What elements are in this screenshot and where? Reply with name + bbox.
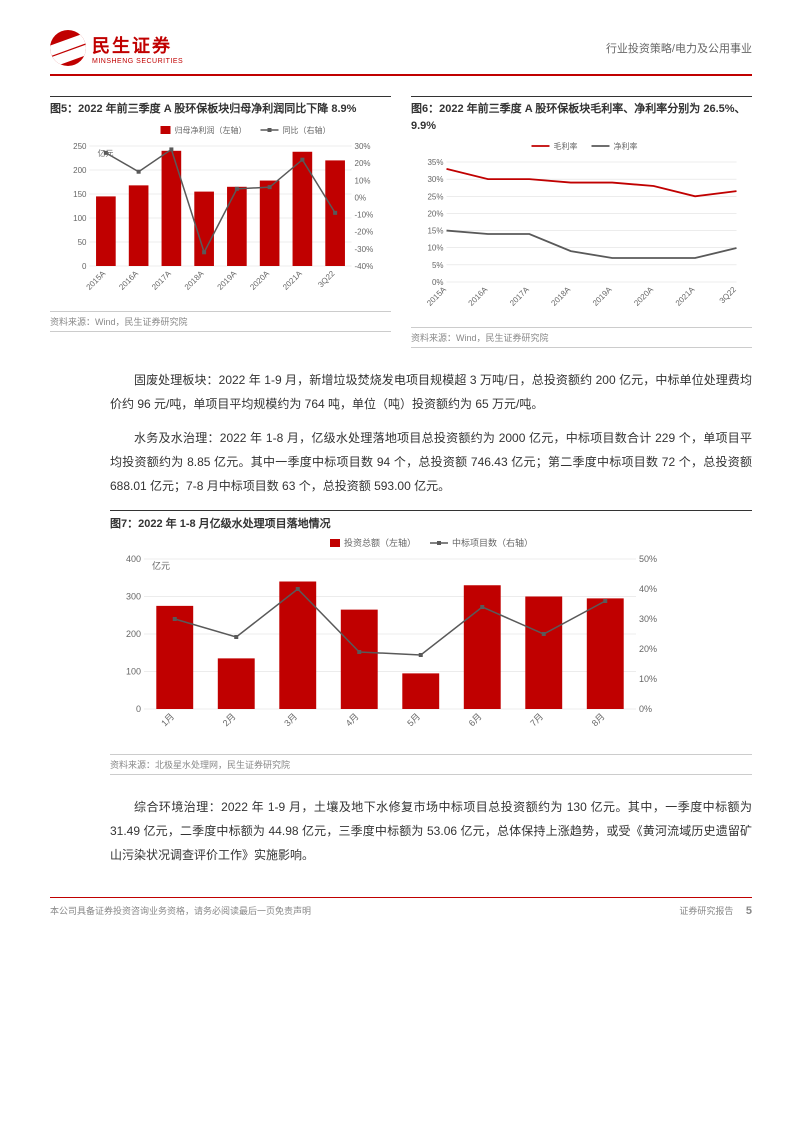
logo-en: MINSHENG SECURITIES [92, 58, 183, 65]
svg-text:-10%: -10% [355, 210, 374, 219]
chart6-title: 图6：2022 年前三季度 A 股环保板块毛利率、净利率分别为 26.5%、9.… [411, 96, 752, 134]
page-number: 5 [746, 905, 752, 917]
svg-text:2018A: 2018A [549, 285, 572, 308]
svg-text:毛利率: 毛利率 [554, 141, 578, 151]
chart5-source: 资料来源：Wind，民生证券研究院 [50, 311, 391, 332]
svg-text:2021A: 2021A [674, 285, 697, 308]
svg-text:2021A: 2021A [281, 268, 304, 291]
svg-text:300: 300 [126, 592, 141, 602]
svg-text:归母净利润（左轴）: 归母净利润（左轴） [175, 125, 247, 135]
svg-text:2017A: 2017A [150, 268, 173, 291]
svg-text:30%: 30% [427, 175, 443, 184]
svg-text:100: 100 [73, 214, 87, 223]
svg-text:3Q22: 3Q22 [718, 285, 739, 306]
svg-text:0%: 0% [639, 704, 652, 714]
logo-icon [50, 30, 86, 66]
chart7: 图7：2022 年 1-8 月亿级水处理项目落地情况 0 100 200 300 400… [110, 510, 752, 775]
svg-text:0%: 0% [355, 193, 367, 202]
chart7-svg: 0 100 200 300 400 0% 10% 20% 30% 40% 50% 1月 2月 3月 4月 5月… [110, 535, 670, 745]
svg-text:2019A: 2019A [591, 285, 614, 308]
svg-text:5月: 5月 [405, 711, 422, 728]
svg-text:同比（右轴）: 同比（右轴） [283, 125, 331, 135]
svg-text:4月: 4月 [344, 711, 361, 728]
svg-text:8月: 8月 [590, 711, 607, 728]
svg-text:2018A: 2018A [183, 268, 206, 291]
svg-text:200: 200 [126, 629, 141, 639]
svg-text:50: 50 [78, 238, 87, 247]
svg-text:20%: 20% [639, 644, 657, 654]
svg-text:净利率: 净利率 [614, 141, 638, 151]
svg-text:20%: 20% [427, 209, 443, 218]
chart6-source: 资料来源：Wind，民生证券研究院 [411, 327, 752, 348]
chart6: 图6：2022 年前三季度 A 股环保板块毛利率、净利率分别为 26.5%、9.… [411, 96, 752, 348]
svg-text:25%: 25% [427, 192, 443, 201]
paragraph: 固废处理板块：2022 年 1-9 月，新增垃圾焚烧发电项目规模超 3 万吨/日… [110, 368, 752, 416]
svg-text:30%: 30% [639, 614, 657, 624]
svg-text:-40%: -40% [355, 262, 374, 271]
svg-text:1月: 1月 [159, 711, 176, 728]
header-category: 行业投资策略/电力及公用事业 [606, 40, 752, 56]
svg-text:5%: 5% [432, 261, 444, 270]
svg-text:亿元: 亿元 [98, 148, 114, 158]
svg-text:0: 0 [82, 262, 87, 271]
chart7-title: 图7：2022 年 1-8 月亿级水处理项目落地情况 [110, 510, 752, 531]
body-text-1: 固废处理板块：2022 年 1-9 月，新增垃圾焚烧发电项目规模超 3 万吨/日… [110, 368, 752, 498]
body-text-2: 综合环境治理：2022 年 1-9 月，土壤及地下水修复市场中标项目总投资额约为… [110, 795, 752, 867]
footer-report-type: 证券研究报告 [679, 906, 733, 916]
chart6-svg: 0%5%10%15%20%25%30%35%2015A2016A2017A201… [411, 138, 752, 318]
svg-text:2016A: 2016A [467, 285, 490, 308]
svg-text:100: 100 [126, 667, 141, 677]
svg-text:投资总额（左轴）: 投资总额（左轴） [344, 537, 416, 548]
svg-text:2015A: 2015A [425, 285, 448, 308]
logo: 民生证券 MINSHENG SECURITIES [50, 30, 183, 66]
svg-text:40%: 40% [639, 584, 657, 594]
svg-text:2月: 2月 [221, 711, 238, 728]
svg-text:3月: 3月 [282, 711, 299, 728]
chart5-svg: 0 50 100 150 200 250 -40% -30% -20% -10% 0% 10% 20% 3… [50, 122, 391, 302]
svg-text:6月: 6月 [467, 711, 484, 728]
svg-text:10%: 10% [639, 674, 657, 684]
svg-text:2020A: 2020A [632, 285, 655, 308]
svg-text:15%: 15% [427, 227, 443, 236]
logo-cn: 民生证券 [92, 32, 183, 58]
svg-text:400: 400 [126, 554, 141, 564]
svg-text:2015A: 2015A [85, 268, 108, 291]
footer-disclaimer: 本公司具备证券投资咨询业务资格，请务必阅读最后一页免责声明 [50, 904, 311, 917]
svg-text:200: 200 [73, 166, 87, 175]
svg-text:7月: 7月 [528, 711, 545, 728]
paragraph: 综合环境治理：2022 年 1-9 月，土壤及地下水修复市场中标项目总投资额约为… [110, 795, 752, 867]
svg-text:10%: 10% [427, 244, 443, 253]
svg-text:150: 150 [73, 190, 87, 199]
svg-text:3Q22: 3Q22 [316, 268, 337, 289]
svg-text:2017A: 2017A [508, 285, 531, 308]
svg-text:10%: 10% [355, 176, 371, 185]
chart5: 图5：2022 年前三季度 A 股环保板块归母净利润同比下降 8.9% 0 50 1… [50, 96, 391, 348]
svg-text:中标项目数（右轴）: 中标项目数（右轴） [452, 537, 533, 548]
svg-text:0: 0 [136, 704, 141, 714]
svg-text:250: 250 [73, 142, 87, 151]
paragraph: 水务及水治理：2022 年 1-8 月，亿级水处理落地项目总投资额约为 2000… [110, 426, 752, 498]
page-footer: 本公司具备证券投资咨询业务资格，请务必阅读最后一页免责声明 证券研究报告 5 [50, 897, 752, 917]
page-header: 民生证券 MINSHENG SECURITIES 行业投资策略/电力及公用事业 [50, 30, 752, 76]
svg-text:35%: 35% [427, 158, 443, 167]
svg-text:20%: 20% [355, 159, 371, 168]
svg-text:-20%: -20% [355, 227, 374, 236]
chart7-source: 资料来源：北极星水处理网，民生证券研究院 [110, 754, 752, 775]
svg-text:2016A: 2016A [117, 268, 140, 291]
svg-text:2019A: 2019A [216, 268, 239, 291]
svg-text:-30%: -30% [355, 244, 374, 253]
chart5-title: 图5：2022 年前三季度 A 股环保板块归母净利润同比下降 8.9% [50, 96, 391, 118]
svg-text:亿元: 亿元 [152, 560, 170, 571]
svg-text:50%: 50% [639, 554, 657, 564]
svg-text:2020A: 2020A [248, 268, 271, 291]
svg-text:30%: 30% [355, 142, 371, 151]
